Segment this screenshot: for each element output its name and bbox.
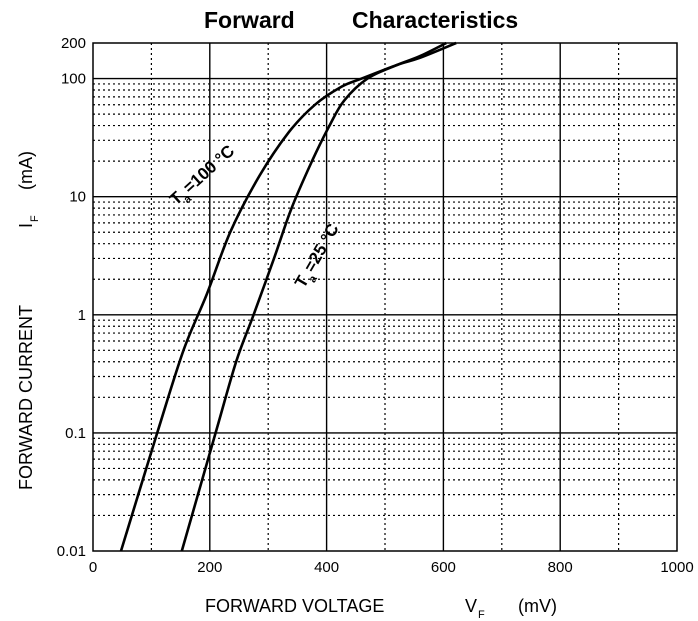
x-axis-label-subscript: F bbox=[478, 609, 485, 621]
x-axis-label-symbol: V bbox=[465, 596, 477, 616]
y-axis-label-symbol: I bbox=[16, 223, 36, 228]
x-tick-label: 600 bbox=[431, 559, 456, 576]
y-axis-label: FORWARD CURRENT I F (mA) bbox=[16, 151, 41, 490]
curves bbox=[119, 41, 457, 552]
y-axis-label-unit: (mA) bbox=[16, 151, 36, 190]
chart-title-word-2: Characteristics bbox=[352, 7, 518, 33]
x-axis-label-text: FORWARD VOLTAGE bbox=[205, 596, 384, 616]
x-tick-label: 200 bbox=[197, 559, 222, 576]
annotation-ta-100-suffix: =100 °C bbox=[179, 141, 238, 197]
y-axis-label-subscript: F bbox=[29, 215, 41, 222]
y-tick-label: 200 bbox=[61, 35, 86, 52]
y-axis-label-text: FORWARD CURRENT bbox=[16, 305, 36, 490]
x-tick-labels: 0 200 400 600 800 1000 bbox=[89, 559, 694, 576]
plot-frame bbox=[92, 42, 678, 552]
x-tick-label: 400 bbox=[314, 559, 339, 576]
annotation-ta-25-suffix: =25 °C bbox=[300, 220, 343, 275]
chart-title-word-1: Forward bbox=[204, 7, 295, 33]
minor-horizontal-gridlines bbox=[93, 83, 677, 517]
y-tick-label: 1 bbox=[78, 307, 86, 324]
minor-vertical-gridlines bbox=[150, 43, 620, 551]
curve-ta-100 bbox=[119, 41, 457, 552]
annotation-ta-25: T a =25 °C bbox=[291, 220, 343, 291]
y-tick-label: 0.1 bbox=[65, 425, 86, 442]
y-tick-label: 100 bbox=[61, 71, 86, 88]
y-tick-labels: 0.01 0.1 1 10 100 200 bbox=[57, 35, 86, 560]
x-tick-label: 800 bbox=[548, 559, 573, 576]
y-tick-label: 0.01 bbox=[57, 543, 86, 560]
curve-ta-25 bbox=[180, 41, 447, 552]
x-tick-label: 0 bbox=[89, 559, 97, 576]
x-axis-label-unit: (mV) bbox=[518, 596, 557, 616]
x-tick-label: 1000 bbox=[660, 559, 693, 576]
y-tick-label: 10 bbox=[69, 189, 86, 206]
x-axis-label: FORWARD VOLTAGE V F (mV) bbox=[205, 596, 557, 621]
major-gridlines bbox=[93, 43, 677, 551]
